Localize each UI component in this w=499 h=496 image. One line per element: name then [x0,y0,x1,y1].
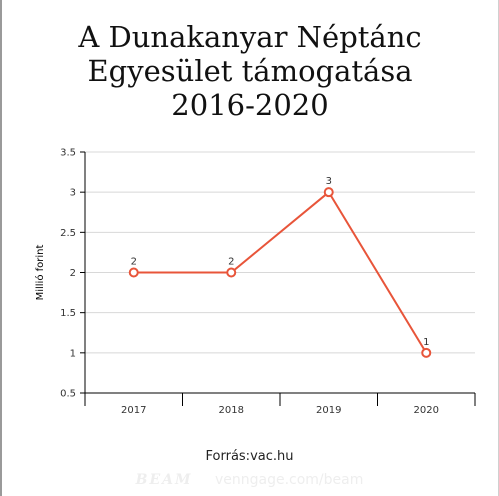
y-tick-label-6: 3.5 [60,148,76,159]
data-label-3: 1 [423,337,429,348]
y-tick-label-4: 2.5 [60,228,76,239]
series-line-0 [133,190,428,354]
data-label-0: 2 [131,257,137,268]
data-point-0 [128,267,139,278]
data-label-2: 3 [326,176,332,187]
data-point-1 [226,267,237,278]
chart-title-line-3: 2016-2020 [171,88,329,122]
x-tick-label-1: 2018 [219,405,244,416]
y-tick-label-5: 3 [70,188,76,199]
chart-title-line-2: Egyesület támogatása [87,54,413,88]
line-chart: 0.5 1 1.5 2 2.5 3 3.5 2017 2018 2019 2020 Millió fo… [34,148,476,416]
x-tick-label-3: 2020 [414,405,439,416]
chart-title-line-1: A Dunakanyar Néptánc [78,20,422,54]
x-tick-label-2: 2019 [316,405,341,416]
watermark-site: venngage.com/beam [214,472,364,488]
chart-title: A Dunakanyar Néptánc Egyesület támogatás… [40,20,460,122]
x-tick-label-0: 2017 [121,405,146,416]
y-tick-label-2: 1.5 [60,308,76,319]
y-tick-label-1: 1 [70,348,76,359]
watermark: BEAM venngage.com/beam [0,472,499,488]
y-axis-label: Millió forint [34,245,46,301]
y-tick-label-0: 0.5 [60,389,76,400]
data-label-1: 2 [228,257,234,268]
frame-left-border [0,0,2,496]
watermark-brand: BEAM [135,472,193,488]
data-point-2 [323,187,334,198]
data-point-3 [421,347,432,358]
source-text: Forrás:vac.hu [205,449,294,464]
y-tick-label-3: 2 [70,268,76,279]
